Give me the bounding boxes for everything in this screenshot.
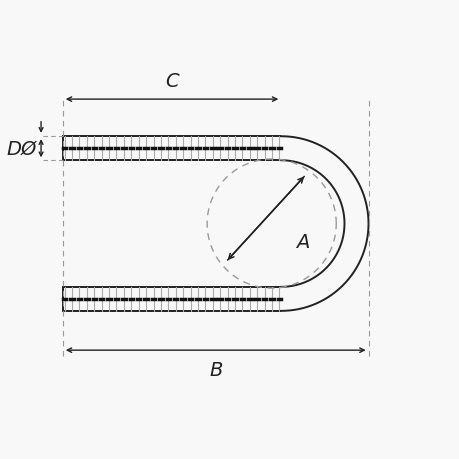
Text: C: C — [165, 71, 179, 90]
Text: DØ: DØ — [6, 140, 37, 158]
Text: B: B — [208, 360, 222, 379]
Text: A: A — [295, 232, 308, 251]
